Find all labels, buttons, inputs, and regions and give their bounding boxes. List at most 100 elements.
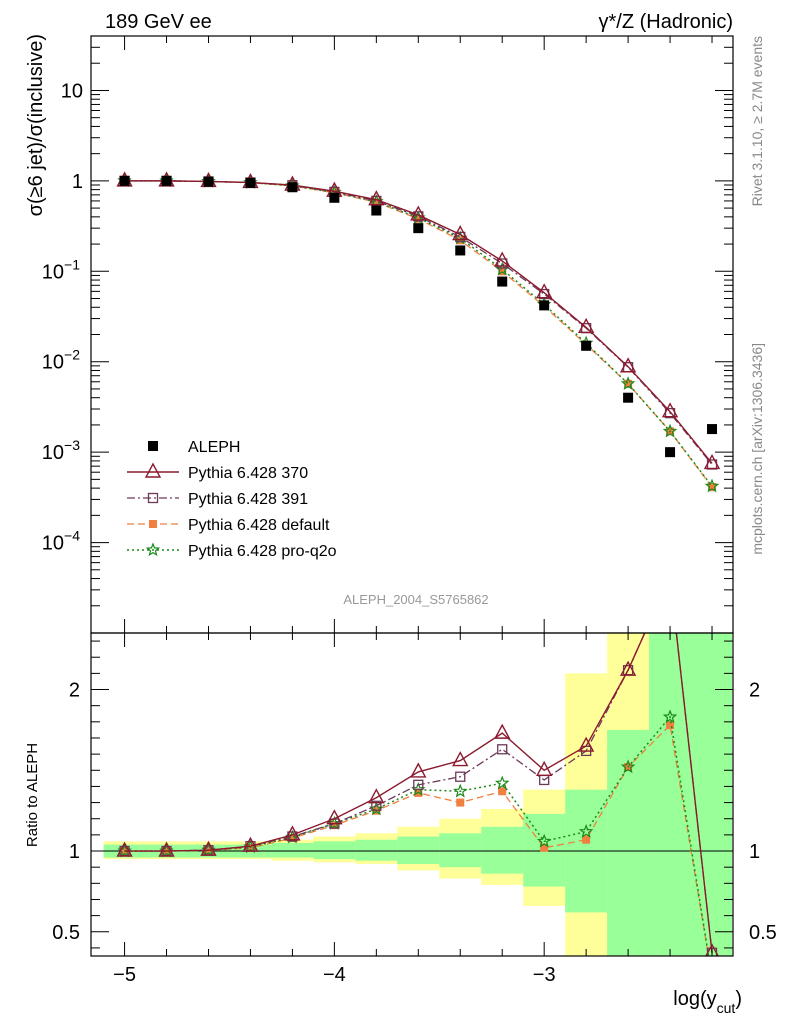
legend-label-p391: Pythia 6.428 391 xyxy=(188,491,308,508)
main-marker-p370 xyxy=(661,402,679,418)
band-green-bin xyxy=(439,833,482,868)
main-marker-aleph xyxy=(581,340,592,351)
ratio-marker-p370 xyxy=(242,836,259,852)
main-marker-aleph xyxy=(539,300,550,311)
main-marker-aleph xyxy=(623,392,634,403)
band-green-bin xyxy=(397,836,440,864)
main-marker-p370 xyxy=(703,453,721,470)
main-marker-aleph xyxy=(203,176,214,187)
ratio-marker-proq2o xyxy=(452,783,468,798)
ratio-marker-p391 xyxy=(413,779,424,790)
band-green-bin xyxy=(271,842,314,858)
main-marker-aleph xyxy=(665,447,676,458)
band-green-bin xyxy=(481,826,524,874)
ratio-y-tick-label-left: 2 xyxy=(69,680,80,702)
main-marker-aleph xyxy=(371,205,382,216)
watermark-analysis-id: ALEPH_2004_S5765862 xyxy=(343,592,488,607)
x-tick-label: −3 xyxy=(533,964,556,986)
main-y-tick-base: 10 xyxy=(42,352,64,374)
main-y-tick-label: 10−4 xyxy=(42,528,80,555)
ratio-marker-proq2o xyxy=(578,823,594,838)
ratio-marker-p370 xyxy=(619,660,637,676)
mcplots-label: mcplots.cern.ch [arXiv:1306.3436] xyxy=(749,343,765,555)
main-marker-proq2o xyxy=(620,376,636,390)
main-y-tick-base: 10 xyxy=(61,80,83,102)
main-marker-aleph xyxy=(329,192,340,203)
main-y-tick-exponent: −1 xyxy=(64,256,80,272)
x-axis-label-subscript: cut xyxy=(717,1000,736,1016)
ratio-marker-p391 xyxy=(455,771,466,782)
ratio-marker-p370 xyxy=(284,825,301,841)
header-energy-label: 189 GeV ee xyxy=(105,11,212,33)
main-marker-aleph xyxy=(497,276,508,287)
ratio-y-tick-label-left: 0.5 xyxy=(52,922,80,944)
ratio-series-group xyxy=(91,633,733,956)
main-y-tick-label: 1 xyxy=(72,171,83,193)
main-marker-aleph xyxy=(119,175,130,186)
x-axis-label-close: ) xyxy=(735,988,742,1010)
ratio-marker-p370 xyxy=(200,840,217,856)
ratio-marker-def xyxy=(498,787,507,796)
ratio-y-tick-label-right: 0.5 xyxy=(749,922,777,944)
main-marker-def xyxy=(708,483,717,492)
main-marker-p370 xyxy=(410,205,427,221)
ratio-marker-p370 xyxy=(705,943,719,956)
band-green-bin xyxy=(313,841,356,860)
main-marker-p391 xyxy=(497,258,508,269)
main-marker-proq2o xyxy=(662,423,678,438)
main-y-tick-label: 10−3 xyxy=(42,437,80,464)
ratio-marker-proq2o xyxy=(662,709,678,724)
ratio-marker-p370 xyxy=(326,809,343,825)
header-process-label: γ*/Z (Hadronic) xyxy=(599,11,733,33)
x-axis-label: log(ycut) xyxy=(673,988,742,1016)
main-marker-aleph xyxy=(161,175,172,186)
main-y-tick-exponent: −4 xyxy=(64,528,80,544)
ratio-marker-proq2o xyxy=(494,775,510,790)
legend-marker-proq2o xyxy=(145,542,161,557)
main-y-tick-label: 10−1 xyxy=(42,256,80,283)
main-marker-aleph xyxy=(455,245,466,256)
main-marker-p370 xyxy=(619,357,637,373)
band-green-bin xyxy=(691,633,732,956)
main-y-tick-base: 10 xyxy=(42,442,64,464)
main-y-tick-base: 1 xyxy=(72,171,83,193)
ratio-line-p370 xyxy=(124,633,713,953)
ratio-marker-p370 xyxy=(494,723,511,739)
main-marker-aleph xyxy=(287,182,298,193)
legend-marker-p391 xyxy=(147,492,159,504)
legend-marker-def xyxy=(149,520,157,528)
x-axis-label-main: log(y xyxy=(673,988,716,1010)
main-marker-p370 xyxy=(536,283,553,299)
ratio-marker-p370 xyxy=(368,788,385,804)
ratio-y-tick-label-right: 1 xyxy=(749,841,760,863)
main-y-tick-base: 10 xyxy=(42,261,64,283)
legend-marker-p370 xyxy=(144,462,162,478)
ratio-marker-proq2o xyxy=(620,759,636,774)
ratio-marker-def xyxy=(456,798,465,807)
ratio-marker-p370 xyxy=(410,762,427,778)
main-line-p370 xyxy=(124,180,713,464)
x-tick-label: −5 xyxy=(113,964,136,986)
main-marker-p370 xyxy=(368,190,385,206)
ratio-frame xyxy=(90,632,734,957)
legend: ALEPH Pythia 6.428 370 Pythia 6.428 391 Pyt… xyxy=(127,439,337,560)
legend-marker-aleph xyxy=(148,441,158,451)
ratio-marker-p370 xyxy=(577,736,595,752)
main-y-tick-exponent: −3 xyxy=(64,437,80,453)
x-tick-label: −4 xyxy=(323,964,346,986)
legend-label-proq2o: Pythia 6.428 pro-q2o xyxy=(188,543,337,560)
ratio-marker-def xyxy=(582,835,591,844)
ratio-marker-p370 xyxy=(116,841,133,857)
main-marker-p370 xyxy=(494,251,511,267)
band-green-bin xyxy=(649,633,692,956)
main-marker-p370 xyxy=(452,225,469,241)
ratio-y-axis-label: Ratio to ALEPH xyxy=(24,743,41,847)
main-y-axis-label: σ(≥6 jet)/σ(inclusive) xyxy=(25,34,47,216)
legend-label-def: Pythia 6.428 default xyxy=(188,517,330,534)
legend-label-data: ALEPH xyxy=(188,439,240,456)
ratio-marker-p370 xyxy=(158,841,175,857)
ratio-marker-p391 xyxy=(371,800,382,811)
main-series-group xyxy=(116,171,721,493)
